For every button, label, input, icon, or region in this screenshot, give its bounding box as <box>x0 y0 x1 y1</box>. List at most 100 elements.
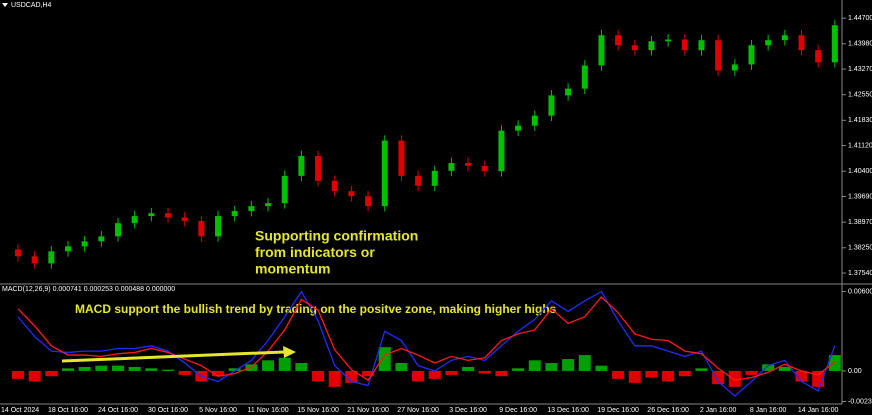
candle-body <box>731 64 738 71</box>
trend-arrow-head <box>283 346 296 358</box>
histogram-bar <box>462 366 475 371</box>
histogram-bar <box>262 360 275 371</box>
chart-title: USDCAD,H4 <box>11 2 52 9</box>
histogram-bar <box>728 370 741 387</box>
histogram-bar <box>828 355 841 371</box>
y-tick-label: 1.38970 <box>848 219 872 226</box>
histogram-bar <box>212 370 225 377</box>
candle-body <box>398 140 405 176</box>
candle-body <box>615 35 622 46</box>
histogram-bar <box>745 370 758 375</box>
histogram-bar <box>45 370 58 377</box>
x-tick-label: 13 Dec 16:00 <box>547 407 589 414</box>
candle-body <box>548 95 555 116</box>
candle-body <box>765 40 772 46</box>
candle-body <box>65 246 72 252</box>
y-tick-label: 0.00 <box>848 368 862 375</box>
histogram-bar <box>78 366 91 371</box>
histogram-bar <box>628 370 641 383</box>
y-tick-label: 1.40400 <box>848 168 872 175</box>
candle-body <box>81 241 88 247</box>
menu-arrow <box>2 3 8 7</box>
candle-body <box>681 39 688 51</box>
candle-body <box>315 155 322 181</box>
x-tick-label: 14 Jan 16:00 <box>798 407 839 414</box>
candle-body <box>798 35 805 51</box>
candle-body <box>465 163 472 166</box>
y-tick-label: 1.41830 <box>848 117 872 124</box>
histogram-bar <box>378 347 391 371</box>
histogram-bar <box>278 357 291 371</box>
candle-body <box>448 163 455 171</box>
indicator-title: MACD(12,26,9) 0.000741 0.000253 0.000488… <box>2 286 175 293</box>
x-tick-label: 14 Oct 2024 <box>1 407 39 414</box>
candle-body <box>381 140 388 207</box>
candle-body <box>215 216 222 237</box>
candle-body <box>565 88 572 96</box>
y-tick-label: 1.38250 <box>848 245 872 252</box>
candle-body <box>831 25 838 63</box>
x-tick-label: 30 Oct 16:00 <box>148 407 188 414</box>
candle-body <box>665 39 672 42</box>
histogram-bar <box>545 363 558 371</box>
candle-body <box>598 35 605 66</box>
histogram-bar <box>695 368 708 371</box>
x-tick-label: 18 Oct 16:00 <box>48 407 88 414</box>
candle-body <box>531 115 538 126</box>
candle-body <box>648 41 655 51</box>
histogram-bar <box>228 368 241 371</box>
histogram-bar <box>145 368 158 371</box>
candle-body <box>48 251 55 264</box>
x-tick-label: 2 Jan 16:00 <box>700 407 737 414</box>
candle-body <box>115 223 122 237</box>
candle-body <box>631 45 638 51</box>
candle-body <box>265 203 272 207</box>
histogram-bar <box>428 370 441 379</box>
annotation: momentum <box>255 261 330 277</box>
histogram-bar <box>128 366 141 371</box>
y-tick-label: 1.37540 <box>848 270 872 277</box>
y-tick-label: 1.39690 <box>848 193 872 200</box>
candle-body <box>231 211 238 217</box>
candle-body <box>498 130 505 172</box>
histogram-bar <box>778 366 791 371</box>
histogram-bar <box>595 365 608 371</box>
x-tick-label: 21 Nov 16:00 <box>347 407 389 414</box>
candle-body <box>148 213 155 217</box>
indicator-line <box>17 290 836 397</box>
x-tick-label: 3 Dec 16:00 <box>449 407 487 414</box>
x-tick-label: 19 Dec 16:00 <box>597 407 639 414</box>
histogram-bar <box>312 370 325 382</box>
candle-body <box>131 216 138 224</box>
histogram-bar <box>528 360 541 371</box>
x-tick-label: 26 Dec 16:00 <box>647 407 689 414</box>
annotation: Supporting confirmation <box>255 228 418 244</box>
histogram-bar <box>762 364 775 371</box>
histogram-bar <box>578 355 591 371</box>
candle-body <box>181 217 188 222</box>
histogram-bar <box>28 370 41 382</box>
histogram-bar <box>12 370 24 379</box>
y-tick-label: 1.43270 <box>848 66 872 73</box>
histogram-bar <box>362 370 375 377</box>
candle-body <box>98 236 105 242</box>
histogram-bar <box>612 370 625 379</box>
x-tick-label: 9 Dec 16:00 <box>499 407 537 414</box>
candle-body <box>815 50 822 63</box>
x-tick-label: 15 Nov 16:00 <box>297 407 339 414</box>
candle-body <box>331 180 338 192</box>
x-tick-label: 8 Jan 16:00 <box>750 407 787 414</box>
candle-body <box>15 249 21 257</box>
histogram-bar <box>112 365 125 371</box>
indicator-line <box>17 295 836 382</box>
histogram-bar <box>478 370 491 374</box>
y-tick-label: 1.41120 <box>848 142 872 149</box>
candle-body <box>581 65 588 89</box>
histogram-bar <box>345 370 358 383</box>
histogram-bar <box>395 363 408 371</box>
candle-body <box>31 256 38 264</box>
y-tick-label: 1.43980 <box>848 41 872 48</box>
candle-body <box>515 125 522 131</box>
histogram-bar <box>712 370 725 385</box>
histogram-bar <box>178 370 191 375</box>
